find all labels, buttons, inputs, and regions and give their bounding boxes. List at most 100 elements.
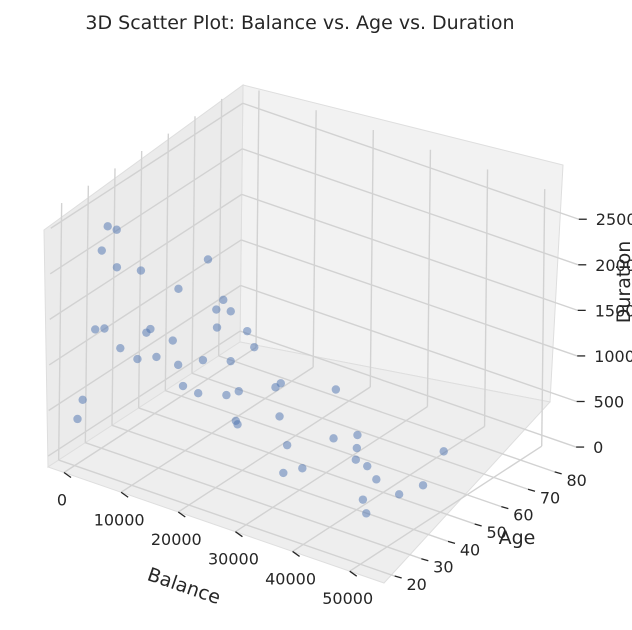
scatter-point: [234, 387, 243, 396]
y-grid-line-floor: [85, 442, 422, 560]
scatter-point: [351, 455, 361, 464]
x-tick-label: 30000: [208, 550, 259, 569]
z-grid-line-left: [49, 193, 243, 320]
y-grid-line-floor: [191, 372, 529, 490]
z-tick-label: 1500: [595, 301, 632, 320]
x-grid-line-back: [312, 110, 317, 368]
x-tick-mark: [235, 531, 243, 538]
z-tick-label: 2000: [595, 256, 632, 275]
z-grid-line-back: [241, 193, 578, 312]
x-tick-mark: [349, 570, 358, 577]
scatter-point: [116, 343, 125, 353]
scatter-point: [394, 490, 404, 499]
x-tick-label: 10000: [94, 510, 145, 529]
y-grid-line-left: [137, 150, 143, 408]
z-tick-label: 0: [593, 438, 603, 457]
z-axis-label: Duration: [613, 241, 632, 324]
x-grid-line-floor: [120, 366, 314, 493]
y-grid-line-left: [191, 116, 196, 374]
y-tick-mark: [527, 488, 536, 492]
y-grid-line-floor: [218, 355, 555, 473]
scatter-point: [418, 481, 428, 490]
x-tick-mark: [63, 471, 72, 479]
scatter-point: [212, 305, 221, 314]
scatter-point: [152, 352, 161, 362]
scatter-point: [203, 255, 213, 264]
z-tick-label: 1000: [594, 347, 632, 366]
x-tick-mark: [177, 511, 186, 518]
x-tick-label: 0: [57, 491, 67, 510]
scatter-point: [97, 246, 106, 255]
x-grid-line-floor: [177, 386, 371, 513]
scatter-point: [329, 434, 338, 443]
scatter-point: [193, 388, 203, 398]
z-grid-line-back: [240, 239, 578, 357]
z-tick-label: 500: [594, 392, 625, 411]
z-grid-line-left: [49, 148, 243, 275]
y-tick-mark: [501, 505, 509, 510]
x-tick-mark: [292, 550, 300, 557]
scatter-point: [275, 412, 284, 421]
scatter-point: [226, 356, 235, 366]
scatter-point: [100, 324, 109, 333]
y-tick-mark: [447, 540, 456, 544]
scatter-point: [198, 355, 208, 365]
chart-title: 3D Scatter Plot: Balance vs. Age vs. Dur…: [85, 12, 514, 34]
scatter-point: [353, 430, 362, 440]
x-tick-label: 20000: [151, 530, 202, 549]
axes: 0100002000030000400005000020304050607080…: [57, 210, 632, 608]
scatter-point: [282, 440, 292, 450]
y-tick-label: 60: [513, 506, 533, 525]
scatter-point: [136, 266, 146, 275]
y-tick-mark: [474, 523, 482, 527]
x-grid-line-back: [369, 129, 374, 387]
y-tick-label: 70: [540, 488, 560, 507]
x-grid-line-floor: [349, 445, 543, 572]
y-tick-label: 20: [406, 575, 426, 594]
x-tick-label: 40000: [265, 569, 316, 588]
scatter-point: [174, 284, 183, 294]
scatter-point: [103, 222, 112, 231]
y-grid-line-left: [57, 203, 63, 461]
y-grid-line-floor: [165, 389, 502, 508]
y-tick-label: 40: [460, 540, 480, 559]
scatter-point: [242, 326, 252, 336]
scatter-point: [173, 360, 183, 370]
z-grid-line-back: [239, 330, 577, 448]
grid-lines: [47, 90, 580, 577]
x-grid-line-floor: [63, 346, 257, 474]
x-tick-label: 50000: [322, 589, 373, 608]
z-grid-line-left: [48, 284, 242, 412]
y-tick-mark: [394, 575, 402, 579]
z-grid-line-left: [50, 102, 244, 229]
y-tick-mark: [421, 558, 429, 562]
scatter-point: [178, 381, 188, 391]
scatter-point: [233, 420, 242, 429]
scatter-point: [358, 495, 368, 504]
x-axis-label: Balance: [145, 564, 224, 609]
scatter-point: [250, 342, 259, 352]
y-grid-line-floor: [111, 424, 449, 542]
scatter-point: [112, 225, 121, 234]
x-grid-line-floor: [235, 406, 428, 533]
scatter-point: [362, 509, 371, 518]
z-grid-line-back: [242, 148, 579, 266]
scatter-point: [112, 263, 122, 272]
y-grid-line-floor: [138, 407, 475, 525]
scatter-point: [352, 443, 362, 453]
x-grid-line-back: [483, 169, 489, 427]
z-grid-line-back: [240, 284, 577, 403]
scatter-point: [279, 468, 288, 478]
y-grid-line-left: [164, 133, 170, 391]
scatter-point: [226, 307, 235, 316]
scatter-point: [439, 447, 448, 456]
y-tick-label: 80: [566, 471, 586, 490]
scatter-point: [219, 295, 228, 305]
scatter-point: [222, 390, 231, 400]
y-tick-mark: [554, 471, 562, 475]
z-grid-line-back: [242, 102, 580, 220]
scatter-point: [133, 354, 142, 364]
y-axis-label: Age: [499, 527, 536, 549]
y-grid-line-floor: [58, 459, 395, 577]
